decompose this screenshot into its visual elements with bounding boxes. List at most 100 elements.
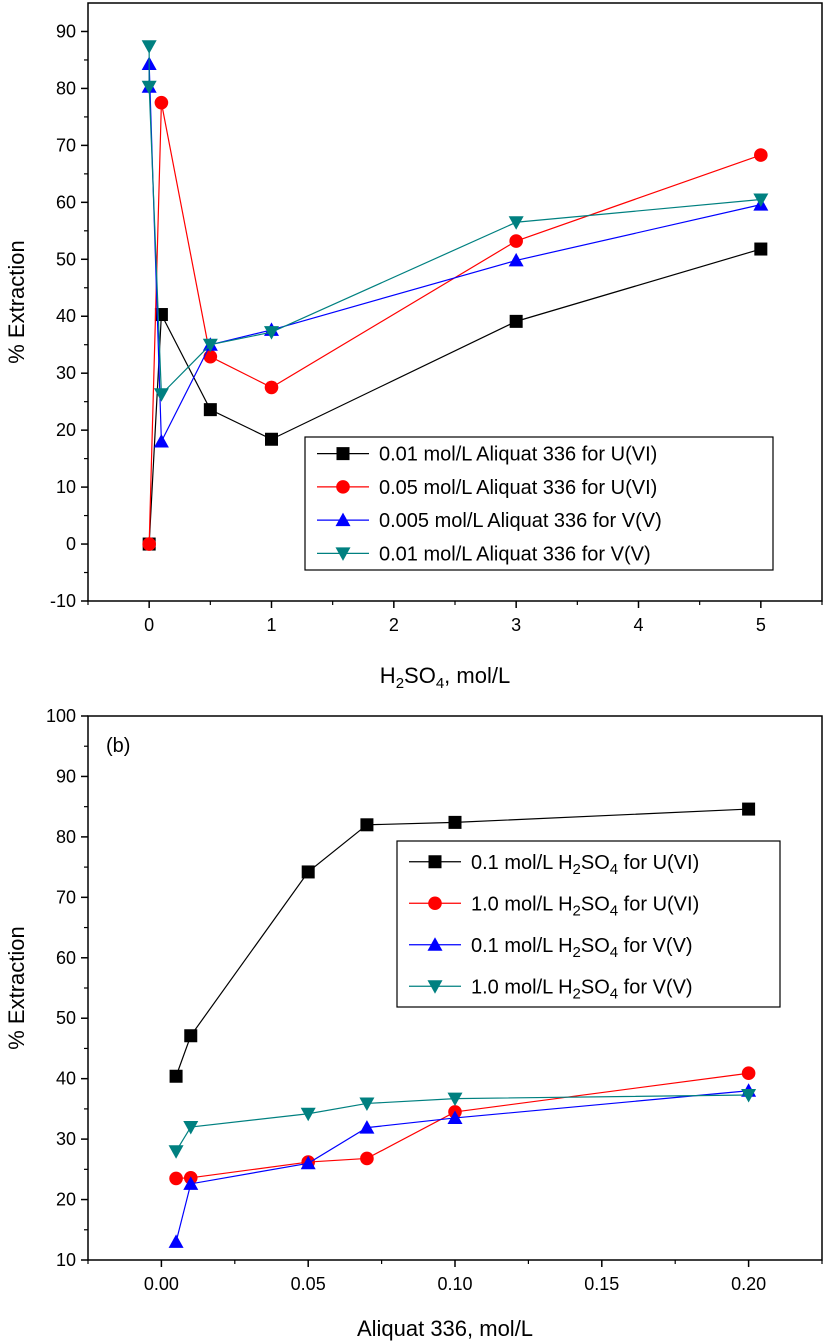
data-point: [153, 388, 169, 402]
legend-marker: [427, 980, 443, 994]
legend: 0.1 mol/L H2SO4 for U(VI) 1.0 mol/L H2SO4…: [396, 840, 781, 1008]
data-point: [202, 338, 218, 353]
data-point: [141, 40, 157, 54]
legend-label: 1.0 mol/L H2SO4 for U(VI): [471, 893, 699, 919]
legend-label: 0.005 mol/L Aliquat 336 for V(V): [379, 510, 662, 532]
series-4: [168, 1088, 757, 1159]
legend-marker: [428, 855, 442, 869]
legend-label: 0.01 mol/L Aliquat 336 for U(VI): [379, 444, 657, 466]
series-line: [175, 1090, 749, 1243]
x-axis-title: Aliquat 336, mol/L: [357, 1316, 533, 1341]
data-point: [754, 148, 768, 162]
legend-label: 0.1 mol/L H2SO4 for V(V): [471, 935, 693, 961]
y-tick-label: 50: [56, 1008, 76, 1028]
data-point: [142, 537, 156, 551]
legend-marker: [336, 480, 350, 494]
data-point: [508, 216, 524, 230]
data-point: [168, 1234, 184, 1248]
data-point: [264, 380, 279, 395]
legend-marker: [428, 896, 442, 911]
y-tick-label: 90: [56, 766, 76, 786]
y-tick-label: 10: [56, 1250, 76, 1270]
y-tick-label: 70: [56, 135, 76, 155]
chart-panel-b: 10 20 30 40 50 60 70 80 90 100 0.00 0.05 0.10 0.15 0.2…: [4, 706, 823, 1341]
y-tick-label: 40: [56, 306, 76, 326]
y-tick-label: 70: [56, 887, 76, 907]
data-point: [203, 403, 217, 417]
data-point: [169, 1069, 183, 1083]
series-3: [168, 1083, 757, 1248]
data-point: [447, 1110, 463, 1124]
data-point: [741, 1066, 756, 1081]
data-point: [141, 80, 157, 95]
x-tick-label: 0.10: [437, 1274, 472, 1294]
x-tick-label: 0.05: [291, 1274, 326, 1294]
data-point: [754, 242, 768, 256]
data-point: [153, 434, 169, 448]
legend-label: 0.05 mol/L Aliquat 336 for U(VI): [379, 477, 657, 499]
y-tick-label: 20: [56, 420, 76, 440]
series-line: [175, 808, 749, 1077]
y-tick-label: -10: [50, 591, 76, 611]
series-2: [169, 1066, 756, 1186]
y-axis-title: % Extraction: [4, 240, 29, 364]
series-line: [175, 1094, 749, 1152]
data-point: [301, 865, 315, 879]
x-tick-label: 5: [756, 615, 766, 635]
y-tick-label: 10: [56, 477, 76, 497]
data-point: [742, 802, 756, 816]
y-tick-label: 90: [56, 21, 76, 41]
data-point: [360, 1151, 374, 1166]
series-line: [148, 46, 761, 396]
data-point: [169, 1171, 183, 1186]
data-point: [741, 1088, 757, 1103]
y-axis-title: % Extraction: [4, 926, 29, 1050]
data-point: [448, 815, 462, 829]
legend-marker: [336, 447, 350, 461]
data-point: [359, 1097, 375, 1111]
y-tick-label: 30: [56, 1129, 76, 1149]
y-tick-label: 60: [56, 192, 76, 212]
data-point: [203, 349, 218, 364]
data-point: [183, 1176, 199, 1190]
data-point: [300, 1155, 316, 1170]
legend-label: 0.01 mol/L Aliquat 336 for V(V): [379, 543, 651, 565]
panel-label: (b): [106, 735, 130, 757]
y-tick-label: 80: [56, 78, 76, 98]
y-tick-label: 50: [56, 249, 76, 269]
x-tick-label: 2: [389, 615, 399, 635]
x-tick-label: 3: [511, 615, 521, 635]
legend-box: [304, 436, 774, 571]
series-2: [142, 95, 768, 551]
y-tick-label: 40: [56, 1069, 76, 1089]
data-point: [168, 1145, 184, 1159]
series-line: [176, 1072, 749, 1179]
chart-panel-a: -10 0 10 20 30 40 50 60 70 80 90 0 1 2 3 4 5 % Extraction…: [4, 2, 823, 692]
data-point: [447, 1092, 463, 1107]
series-3: [141, 56, 769, 448]
y-tick-label: 80: [56, 827, 76, 847]
y-tick-label: 100: [46, 706, 76, 726]
y-tick-label: 30: [56, 363, 76, 383]
y-tick-label: 20: [56, 1190, 76, 1210]
legend-marker: [427, 937, 443, 951]
legend-box: [396, 840, 781, 1008]
data-point: [265, 432, 278, 446]
data-point: [360, 818, 374, 832]
x-tick-label: 0.20: [731, 1274, 766, 1294]
legend-marker: [335, 547, 351, 561]
data-point: [154, 95, 169, 110]
legend-label: 1.0 mol/L H2SO4 for V(V): [471, 976, 693, 1002]
data-point: [753, 193, 769, 207]
data-point: [359, 1120, 375, 1134]
series-line: [148, 102, 762, 545]
x-tick-label: 4: [633, 615, 643, 635]
data-point: [264, 326, 279, 340]
legend-marker: [335, 512, 351, 527]
legend: 0.01 mol/L Aliquat 336 for U(VI) 0.05 mol…: [304, 436, 774, 571]
series-line: [148, 63, 761, 442]
legend-label: 0.1 mol/L H2SO4 for U(VI): [471, 852, 699, 878]
data-point: [509, 314, 523, 328]
x-axis-title: H2SO4, mol/L: [380, 663, 510, 692]
